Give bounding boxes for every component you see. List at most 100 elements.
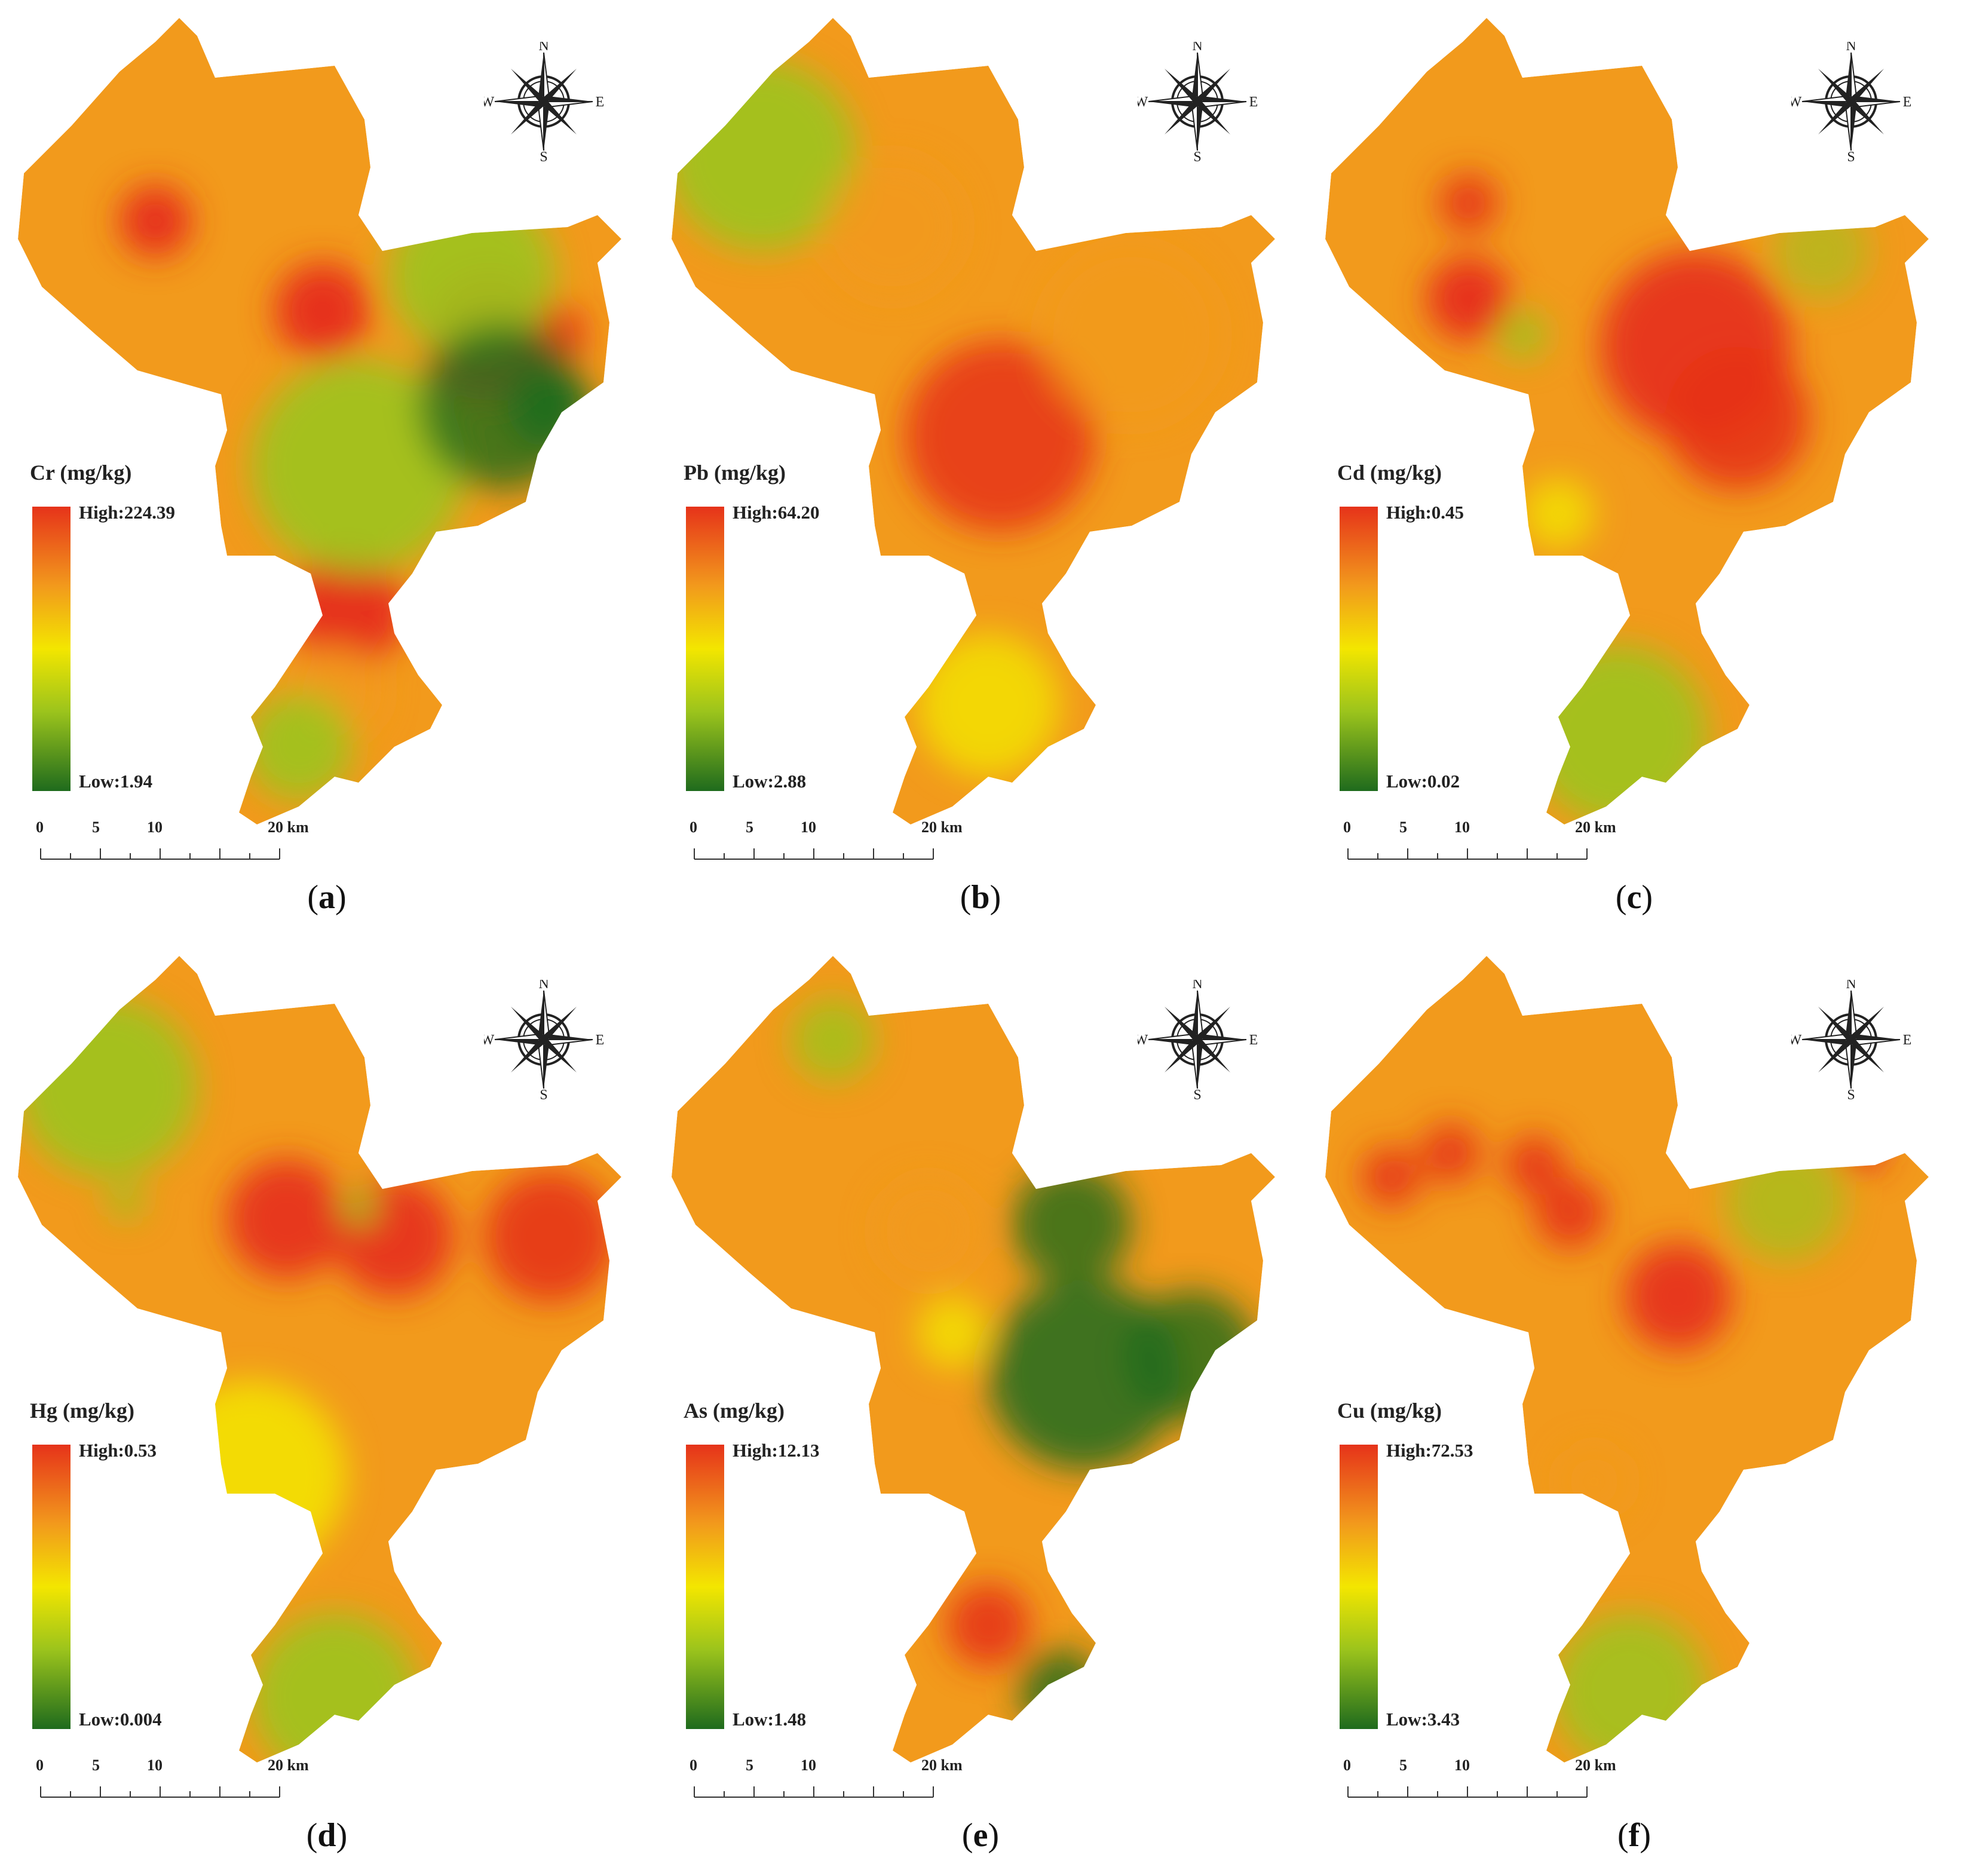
compass-south-label: S: [1193, 149, 1201, 161]
scale-bar: [694, 1786, 934, 1798]
concentration-zone: [946, 1583, 1030, 1667]
compass-north-label: N: [538, 42, 549, 54]
scale-label-0: 0: [690, 1757, 697, 1774]
panel-caption: (b): [960, 879, 1001, 916]
concentration-zone: [18, 998, 197, 1177]
interpolation-map: [18, 956, 621, 1762]
panel-caption: (e): [961, 1817, 1000, 1854]
legend-color-ramp: [32, 507, 71, 791]
compass-west-label: W: [1138, 1032, 1148, 1048]
concentration-zone: [1552, 1613, 1708, 1762]
concentration-zone: [1439, 173, 1499, 233]
scale-bar: [1347, 848, 1588, 860]
compass-east-label: E: [1249, 1032, 1257, 1048]
map-panel-cu: Cu (mg/kg) High:72.53 Low:3.43 0 5 10 20…: [1307, 938, 1961, 1876]
legend-color-ramp: [32, 1445, 71, 1729]
scale-label-5: 5: [1399, 1757, 1407, 1774]
map-panel-pb: Pb (mg/kg) High:64.20 Low:2.88 0 5 10 20…: [654, 0, 1307, 938]
region-fill: [18, 956, 621, 1762]
legend-title: As (mg/kg): [684, 1399, 785, 1423]
panel-caption: (a): [307, 879, 347, 916]
legend-color-ramp: [686, 1445, 724, 1729]
concentration-zone: [1773, 203, 1869, 299]
compass-south-label: S: [1193, 1087, 1201, 1099]
interpolation-map: [18, 18, 621, 824]
concentration-zone: [1624, 1243, 1732, 1350]
concentration-zone: [821, 155, 964, 299]
legend-low-value: Low:1.94: [79, 771, 153, 792]
scale-label-10: 10: [147, 819, 163, 836]
compass-east-label: E: [1903, 1032, 1911, 1048]
scale-label-5: 5: [1399, 819, 1407, 836]
concentration-zone: [1558, 1446, 1630, 1518]
legend-high-value: High:0.53: [79, 1440, 157, 1461]
map-panel-cd: Cd (mg/kg) High:0.45 Low:0.02 0 5 10 20 …: [1307, 0, 1961, 938]
compass-west-label: W: [1138, 94, 1148, 110]
interpolation-map: [1325, 18, 1929, 824]
concentration-zone: [1666, 347, 1809, 490]
legend-color-ramp: [1340, 507, 1378, 791]
concentration-zone: [508, 364, 592, 448]
scale-bar: [40, 848, 280, 860]
concentration-zone: [791, 998, 875, 1081]
compass-west-label: W: [1791, 94, 1802, 110]
concentration-zone: [1042, 245, 1221, 424]
north-arrow-compass-icon: N S W E: [1791, 980, 1911, 1099]
scale-label-0: 0: [1343, 819, 1351, 836]
compass-south-label: S: [1847, 1087, 1855, 1099]
concentration-zone: [1421, 1123, 1481, 1183]
concentration-zone: [988, 1279, 1179, 1470]
concentration-zone: [1012, 1165, 1132, 1285]
scale-label-10: 10: [801, 1757, 816, 1774]
north-arrow-compass-icon: N S W E: [484, 980, 603, 1099]
scale-label-5: 5: [746, 1757, 753, 1774]
legend-title: Pb (mg/kg): [684, 461, 786, 485]
scale-label-20km: 20 km: [1575, 819, 1616, 836]
concentration-zone: [1018, 1649, 1102, 1733]
panel-caption: (d): [306, 1817, 348, 1854]
interpolation-map: [672, 956, 1275, 1762]
concentration-zone: [1522, 478, 1594, 550]
compass-north-label: N: [1846, 980, 1856, 992]
compass-east-label: E: [596, 1032, 603, 1048]
concentration-zone: [1528, 645, 1708, 824]
legend-title: Cu (mg/kg): [1337, 1399, 1442, 1423]
compass-west-label: W: [484, 1032, 495, 1048]
scale-label-5: 5: [92, 819, 100, 836]
legend-title: Cd (mg/kg): [1337, 461, 1442, 485]
legend-title: Cr (mg/kg): [30, 461, 132, 485]
panel-caption: (c): [1615, 879, 1653, 916]
compass-north-label: N: [1192, 980, 1202, 992]
scale-label-10: 10: [1454, 819, 1470, 836]
concentration-zone: [275, 263, 370, 358]
concentration-zone: [1726, 1141, 1845, 1261]
concentration-zone: [1361, 1147, 1421, 1207]
concentration-zone: [245, 693, 353, 801]
concentration-zone: [287, 550, 406, 669]
scale-label-20km: 20 km: [268, 819, 309, 836]
concentration-zone: [341, 1189, 376, 1225]
concentration-zone: [108, 1183, 143, 1219]
interpolation-map: [672, 18, 1275, 824]
concentration-zone: [155, 1380, 347, 1571]
legend-color-ramp: [686, 507, 724, 791]
legend-high-value: High:64.20: [733, 502, 820, 523]
concentration-zone: [1126, 1290, 1257, 1422]
scale-label-10: 10: [801, 819, 816, 836]
scale-label-0: 0: [690, 819, 697, 836]
legend-high-value: High:0.45: [1386, 502, 1464, 523]
scale-bar: [694, 848, 934, 860]
legend-low-value: Low:0.02: [1386, 771, 1460, 792]
map-panel-as: As (mg/kg) High:12.13 Low:1.48 0 5 10 20…: [654, 938, 1307, 1876]
compass-east-label: E: [596, 94, 603, 110]
scale-label-10: 10: [1454, 1757, 1470, 1774]
compass-east-label: E: [1249, 94, 1257, 110]
concentration-zone: [251, 1613, 418, 1762]
scale-label-0: 0: [1343, 1757, 1351, 1774]
legend-high-value: High:224.39: [79, 502, 176, 523]
concentration-zone: [917, 633, 1060, 777]
scale-label-0: 0: [36, 819, 44, 836]
compass-west-label: W: [1791, 1032, 1802, 1048]
scale-label-20km: 20 km: [1575, 1757, 1616, 1774]
north-arrow-compass-icon: N S W E: [1138, 42, 1257, 161]
